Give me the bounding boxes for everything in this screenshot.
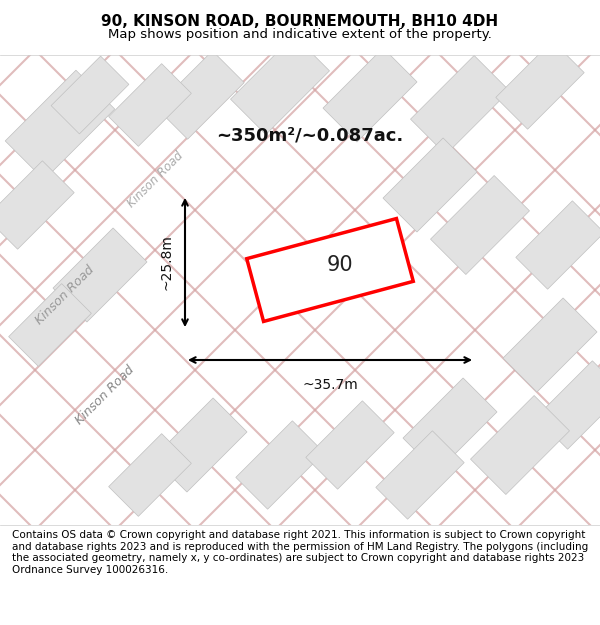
- Text: ~35.7m: ~35.7m: [302, 378, 358, 392]
- Polygon shape: [51, 56, 129, 134]
- Text: Kinson Road: Kinson Road: [73, 363, 137, 427]
- Polygon shape: [503, 298, 597, 392]
- Polygon shape: [536, 361, 600, 449]
- Polygon shape: [236, 421, 324, 509]
- Polygon shape: [109, 64, 191, 146]
- Text: 90, KINSON ROAD, BOURNEMOUTH, BH10 4DH: 90, KINSON ROAD, BOURNEMOUTH, BH10 4DH: [101, 14, 499, 29]
- Polygon shape: [323, 48, 417, 142]
- Polygon shape: [431, 176, 529, 274]
- Text: Kinson Road: Kinson Road: [33, 263, 97, 327]
- Polygon shape: [496, 41, 584, 129]
- Polygon shape: [0, 161, 74, 249]
- Polygon shape: [383, 138, 477, 232]
- Polygon shape: [403, 378, 497, 472]
- Text: Contains OS data © Crown copyright and database right 2021. This information is : Contains OS data © Crown copyright and d…: [12, 530, 588, 575]
- Polygon shape: [410, 56, 509, 154]
- Polygon shape: [516, 201, 600, 289]
- Polygon shape: [8, 284, 91, 366]
- Polygon shape: [156, 51, 244, 139]
- Polygon shape: [470, 396, 569, 494]
- Polygon shape: [376, 431, 464, 519]
- Polygon shape: [153, 398, 247, 492]
- Polygon shape: [230, 36, 329, 134]
- Text: Kinson Road: Kinson Road: [125, 149, 185, 211]
- Polygon shape: [5, 70, 115, 180]
- Text: 90: 90: [326, 255, 353, 275]
- Text: Map shows position and indicative extent of the property.: Map shows position and indicative extent…: [108, 28, 492, 41]
- Text: ~350m²/~0.087ac.: ~350m²/~0.087ac.: [217, 126, 404, 144]
- Polygon shape: [109, 434, 191, 516]
- Polygon shape: [247, 219, 413, 321]
- Polygon shape: [306, 401, 394, 489]
- Text: ~25.8m: ~25.8m: [159, 234, 173, 291]
- Polygon shape: [53, 228, 147, 322]
